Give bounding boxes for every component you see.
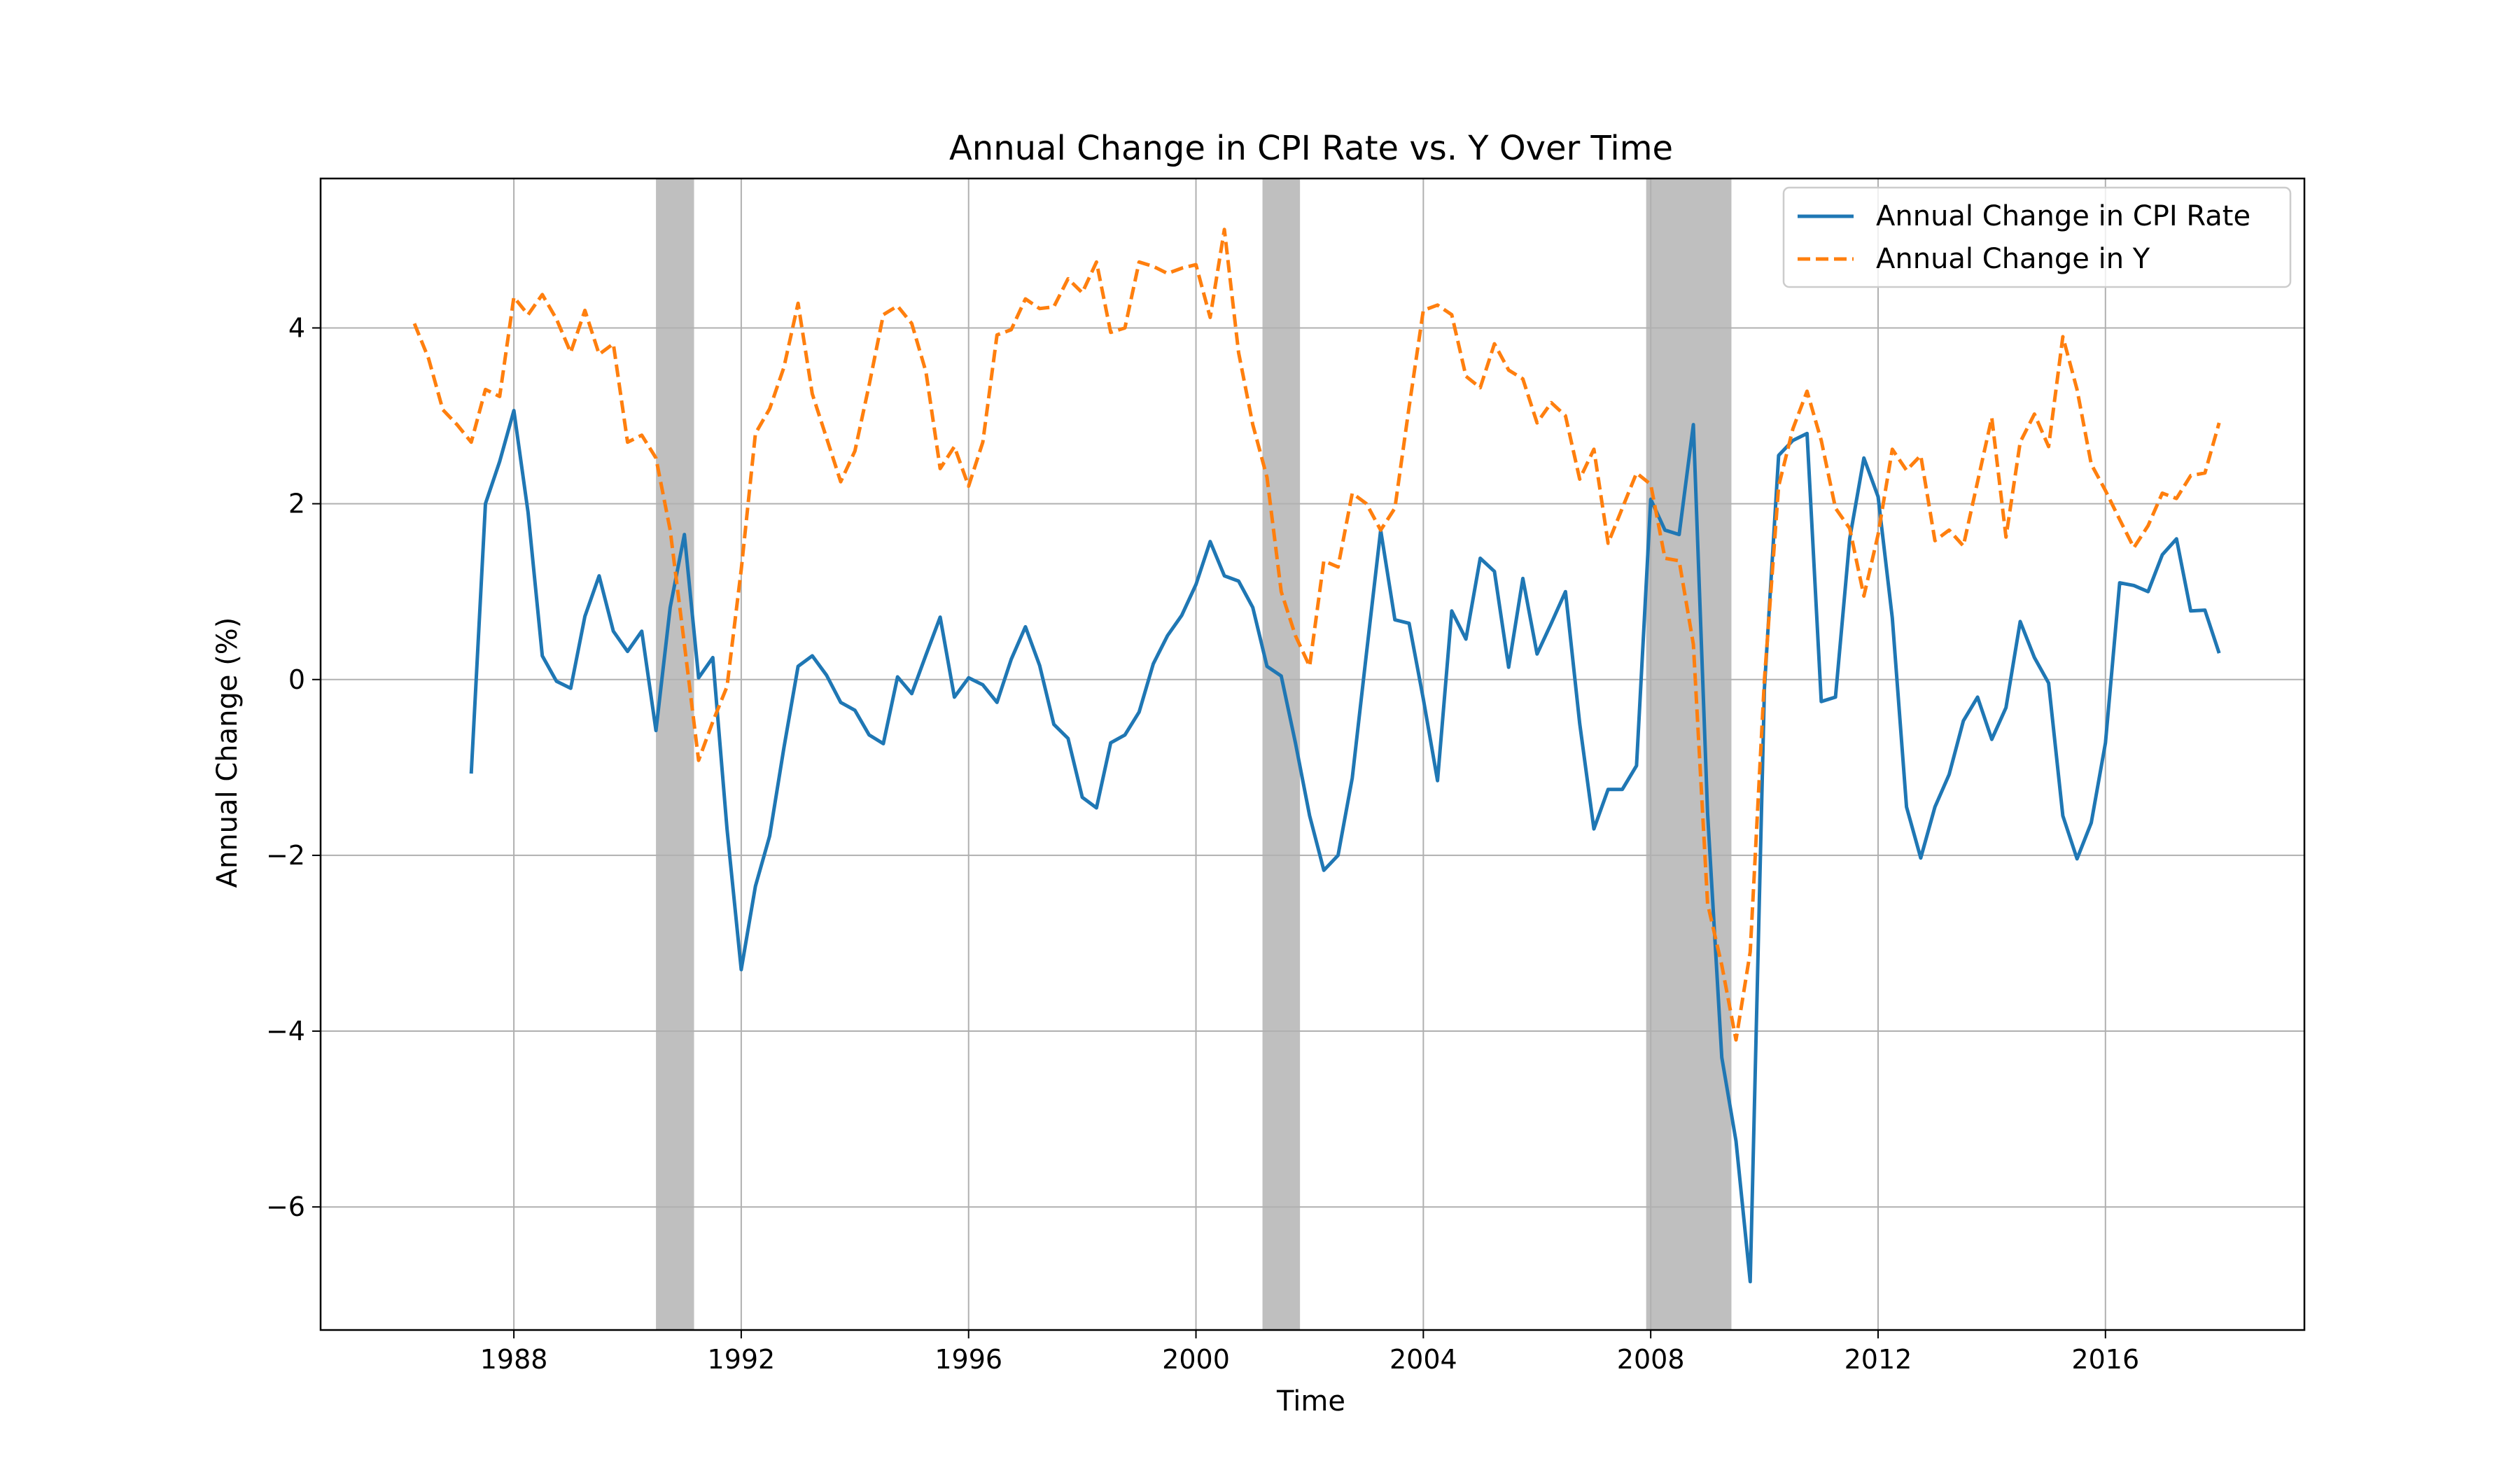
legend-label-cpi: Annual Change in CPI Rate (1876, 200, 2250, 232)
chart-title: Annual Change in CPI Rate vs. Y Over Tim… (949, 129, 1673, 168)
series-line-cpi-rate (469, 409, 2221, 1284)
recession-shading-1 (1262, 178, 1301, 1330)
y-tick-label-3: 0 (288, 664, 305, 695)
legend: Annual Change in CPI Rate Annual Change … (1782, 186, 2292, 288)
x-tick-label-2004: 2004 (1390, 1344, 1457, 1375)
x-axis-title: Time (1276, 1385, 1345, 1418)
tick-layer: 1988 1992 1996 2000 2004 2008 2012 2016 −6 −4 −2 0 2… (266, 312, 2139, 1375)
x-tick-label-1992: 1992 (708, 1344, 776, 1375)
x-tick-label-2016: 2016 (2071, 1344, 2139, 1375)
recession-shading-2 (1646, 178, 1732, 1330)
x-tick-label-2008: 2008 (1617, 1344, 1685, 1375)
series-line-y (412, 227, 2221, 1042)
grid-layer (321, 178, 2304, 1330)
recession-shading-layer (656, 178, 1732, 1330)
legend-box (1782, 186, 2292, 288)
x-tick-label-1996: 1996 (934, 1344, 1002, 1375)
legend-label-y: Annual Change in Y (1876, 243, 2150, 275)
y-tick-label-5: 4 (288, 312, 305, 343)
x-tick-label-2000: 2000 (1162, 1344, 1230, 1375)
y-tick-label-1: −4 (266, 1016, 305, 1046)
plot-area-frame (319, 177, 2306, 1331)
x-tick-label-2012: 2012 (1844, 1344, 1912, 1375)
recession-shading-0 (656, 178, 694, 1330)
x-tick-label-1988: 1988 (480, 1344, 548, 1375)
y-axis-title: Annual Change (%) (211, 617, 244, 888)
series-layer (412, 227, 2221, 1284)
y-tick-label-4: 2 (288, 489, 305, 519)
y-tick-label-2: −2 (266, 840, 305, 871)
y-tick-label-0: −6 (266, 1191, 305, 1222)
